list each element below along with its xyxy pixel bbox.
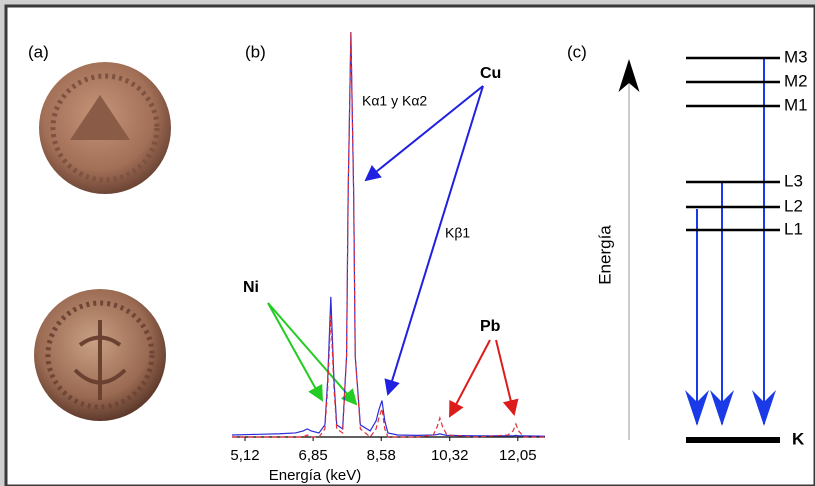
x-tick-label: 12,05 [499,447,537,464]
level-label: M1 [784,95,808,114]
level-label: L2 [784,196,803,215]
panel-label: (a) [28,42,49,61]
annotation: Pb [480,318,501,335]
level-label: L3 [784,171,803,190]
x-tick-label: 6,85 [299,447,328,464]
level-label: M3 [784,47,808,66]
annotation: Ni [243,279,259,296]
annotation: Cu [480,65,501,82]
annotation: Kα1 y Kα2 [362,93,427,109]
level-label: L1 [784,219,803,238]
x-tick-label: 8,58 [367,447,396,464]
x-tick-label: 5,12 [230,447,259,464]
level-label: K [792,429,805,448]
panel-label: (b) [245,42,266,61]
level-label: M2 [784,71,808,90]
x-tick-label: 10,32 [431,447,469,464]
energy-axis-label: Energía [595,225,614,285]
panel-label: (c) [567,42,587,61]
x-axis-label: Energía (keV) [269,467,362,484]
annotation: Kβ1 [445,225,470,241]
figure: (a) (b) Energía (keV) Cu Kα1 y Kα2 Kβ1 N… [0,0,815,486]
